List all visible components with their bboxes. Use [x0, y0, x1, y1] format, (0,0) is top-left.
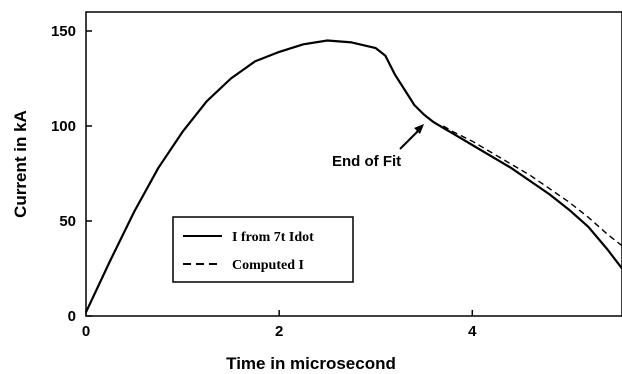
legend-label-series-2: Computed I	[232, 258, 304, 273]
x-tick-label: 4	[468, 323, 477, 340]
x-axis-title: Time in microsecond	[226, 354, 396, 373]
y-tick-label: 0	[68, 308, 76, 325]
legend: I from 7t Idot Computed I	[172, 216, 354, 283]
end-of-fit-annotation: End of Fit	[332, 124, 424, 170]
y-tick-label: 50	[59, 213, 76, 230]
series-line-2	[442, 125, 622, 247]
series-layer	[85, 39, 622, 313]
x-tick-label: 2	[275, 323, 283, 340]
plot-frame	[85, 11, 622, 317]
legend-box	[172, 216, 354, 283]
y-axis-title: Current in kA	[11, 110, 30, 218]
annotation-arrow-shaft	[399, 129, 420, 150]
x-tick-label: 0	[82, 323, 90, 340]
x-axis-ticks: 0 2 4	[82, 310, 477, 340]
y-axis-ticks: 0 50 100 150	[51, 23, 92, 325]
series-line-1	[85, 39, 622, 313]
y-tick-label: 150	[51, 23, 76, 40]
annotation-label: End of Fit	[332, 153, 401, 170]
y-tick-label: 100	[51, 118, 76, 135]
legend-label-series-1: I from 7t Idot	[232, 230, 314, 245]
annotation-arrow-head	[414, 124, 424, 134]
